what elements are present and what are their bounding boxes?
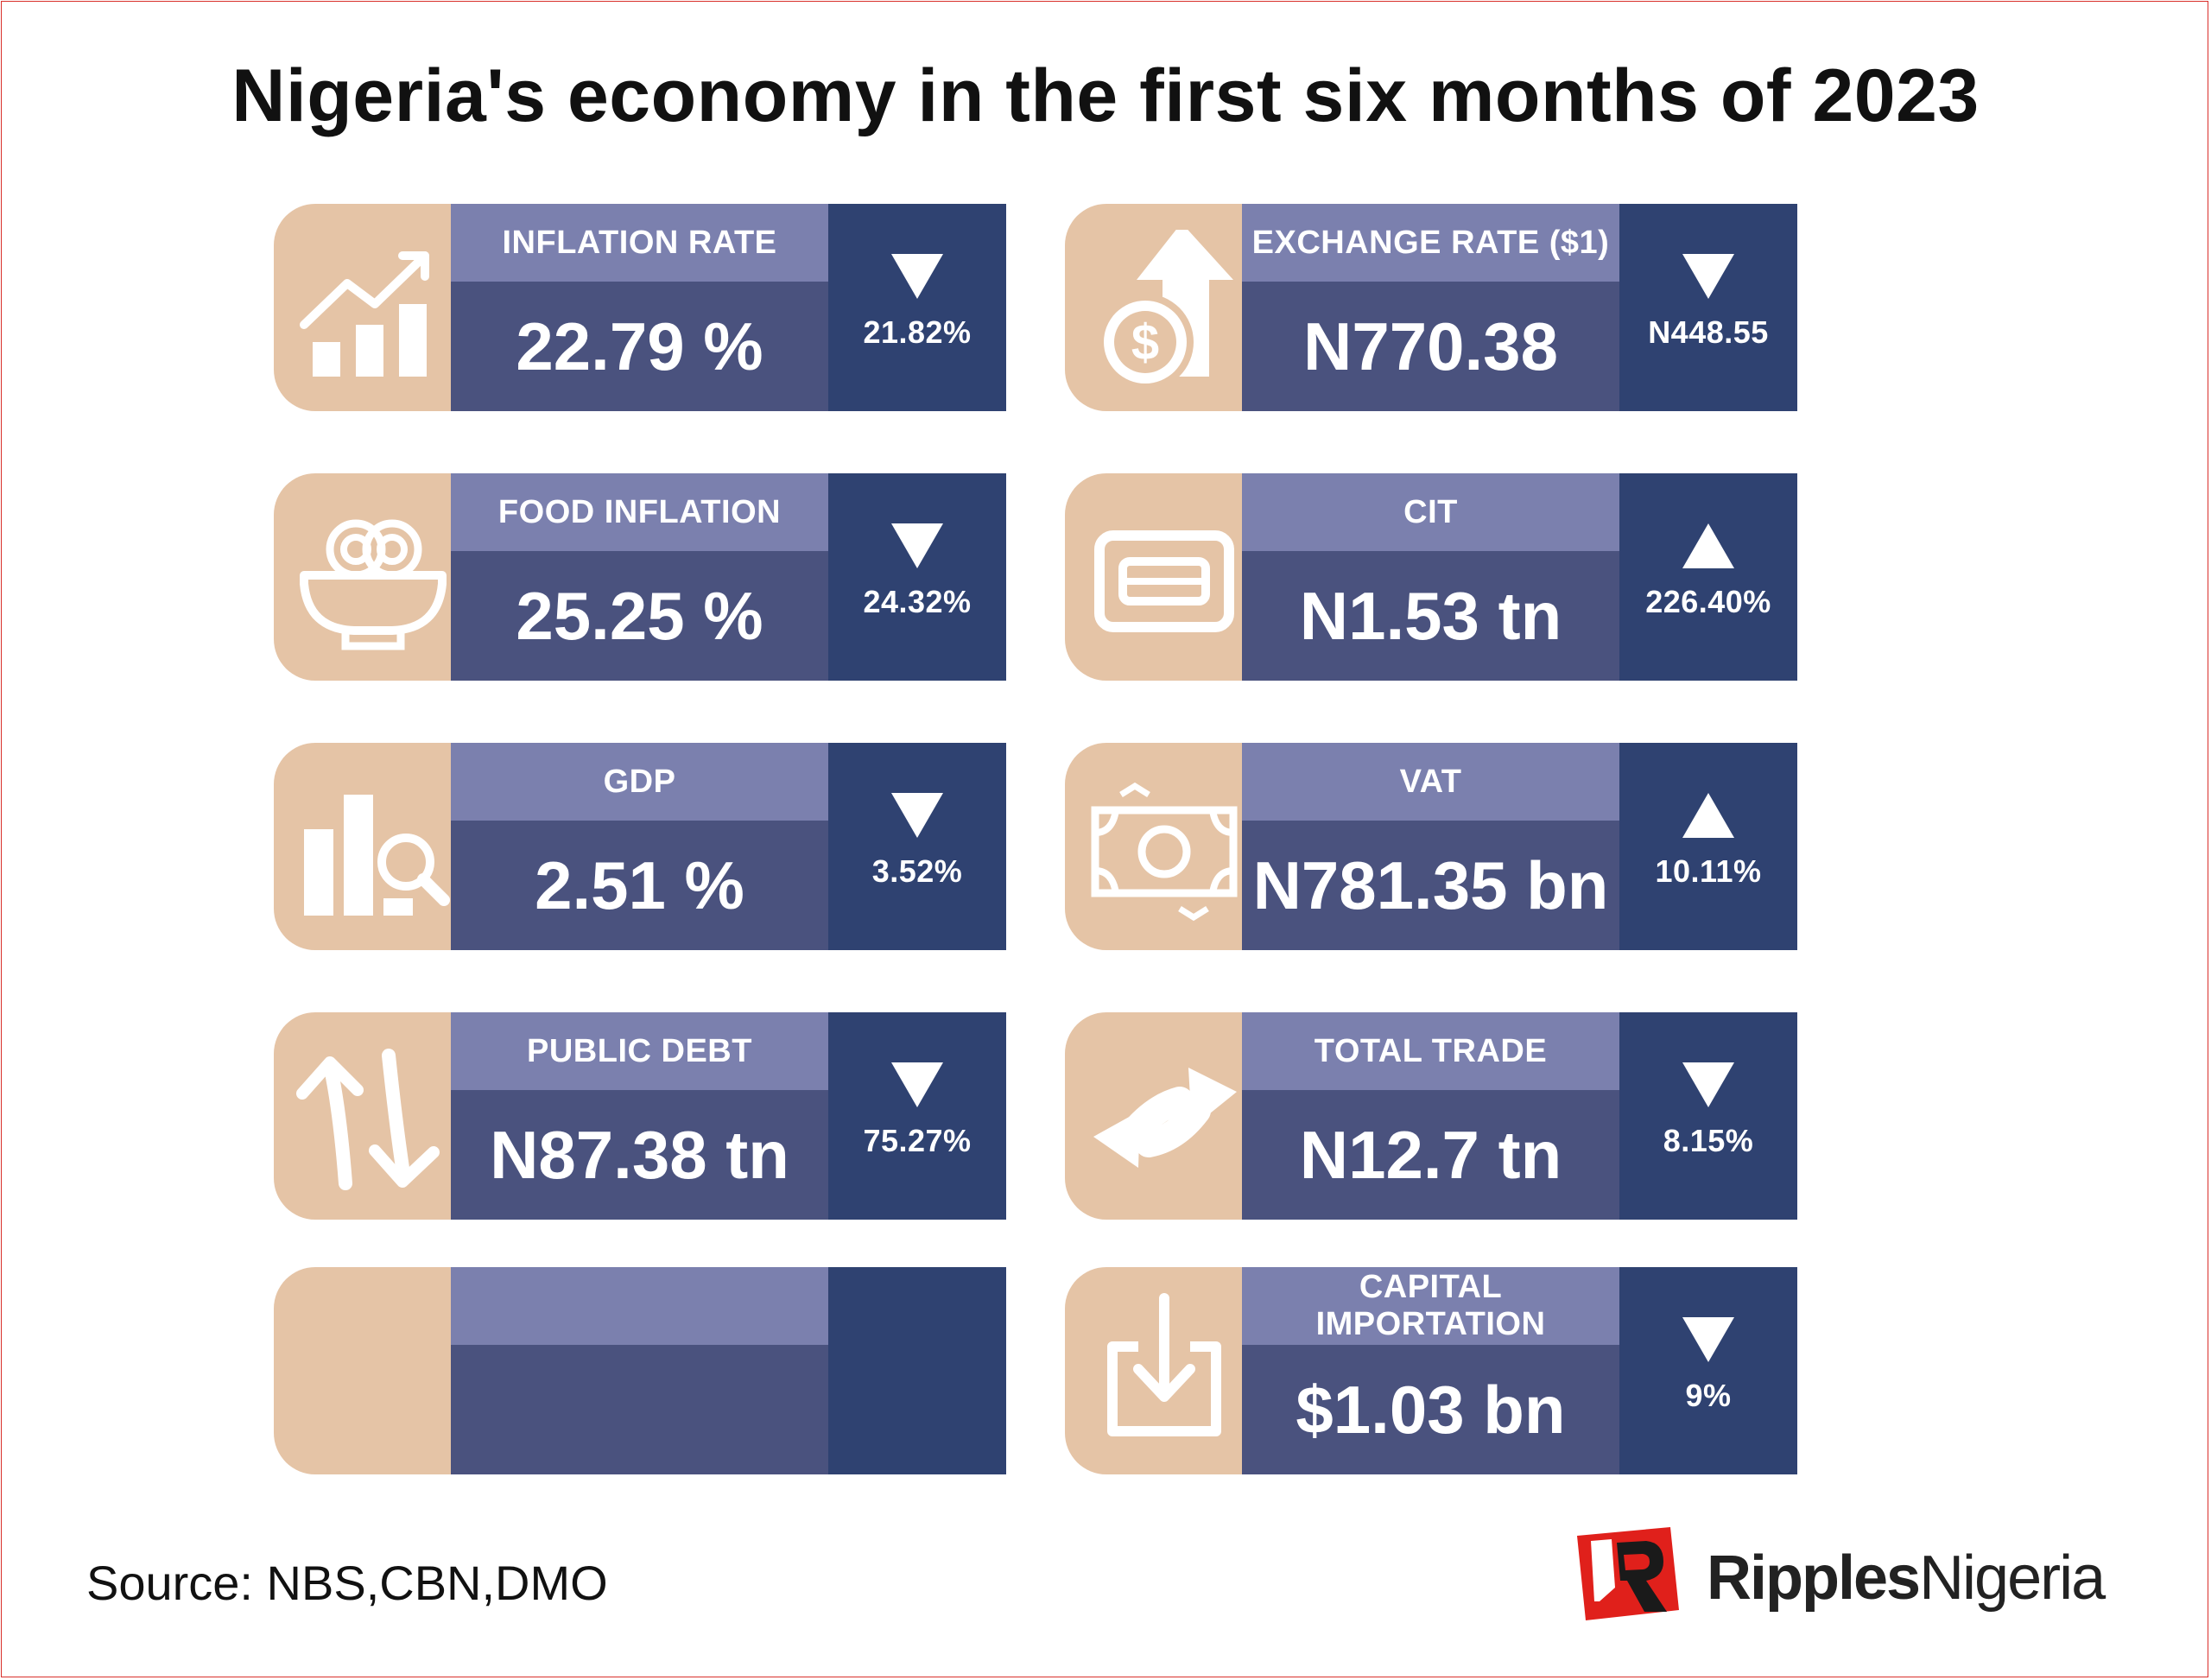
change-value: 8.15% (1663, 1123, 1754, 1158)
card-inflation-rate: INFLATION RATE 22.79 % 21.82% (274, 204, 1006, 411)
change-panel: 3.52% (828, 743, 1006, 950)
metric-value: N781.35 bn (1242, 821, 1619, 950)
metric-value: N770.38 (1242, 282, 1619, 411)
card-exchange-rate: $ EXCHANGE RATE ($1) N770.38 N448.55 (1065, 204, 1797, 411)
card-capital-importation: CAPITAL IMPORTATION $1.03 bn 9% (1065, 1267, 1797, 1474)
change-panel: 24.32% (828, 473, 1006, 681)
metric-label: TOTAL TRADE (1242, 1012, 1619, 1090)
line-chart-up-icon (300, 251, 429, 377)
metric-value: 25.25 % (451, 551, 828, 681)
card-empty (274, 1267, 1006, 1474)
ripples-logo-icon (1577, 1527, 1679, 1620)
metric-label: CAPITAL IMPORTATION (1242, 1267, 1619, 1345)
source-note: Source: NBS,CBN,DMO (86, 1556, 608, 1610)
down-triangle-icon (891, 254, 943, 299)
change-value: 75.27% (863, 1123, 972, 1158)
change-panel: 10.11% (1619, 743, 1797, 950)
metric-label: FOOD INFLATION (451, 473, 828, 551)
metric-label: VAT (1242, 743, 1619, 821)
card-gdp: GDP 2.51 % 3.52% (274, 743, 1006, 950)
chart-magnifier-icon (304, 795, 450, 916)
card-vat: VAT N781.35 bn 10.11% (1065, 743, 1797, 950)
change-value: 10.11% (1655, 853, 1762, 889)
svg-text:$: $ (1131, 314, 1159, 371)
icon-panel (274, 204, 481, 411)
exchange-arrows-icon (1093, 1068, 1237, 1168)
metric-value: 2.51 % (451, 821, 828, 950)
change-value: 24.32% (863, 584, 972, 619)
icon-panel (274, 473, 481, 681)
download-tray-icon (1107, 1293, 1221, 1436)
metric-label: EXCHANGE RATE ($1) (1242, 204, 1619, 282)
change-value: N448.55 (1648, 314, 1769, 350)
icon-panel (1065, 743, 1272, 950)
up-down-arrows-icon (296, 1049, 440, 1190)
dollar-coin-arrow-icon: $ (1097, 230, 1233, 385)
card-cit: CIT N1.53 tn 226.40% (1065, 473, 1797, 681)
page-title: Nigeria's economy in the first six month… (231, 54, 1980, 137)
card-total-trade: TOTAL TRADE N12.7 tn 8.15% (1065, 1012, 1797, 1220)
metric-label: PUBLIC DEBT (451, 1012, 828, 1090)
change-panel: 226.40% (1619, 473, 1797, 681)
metric-label: GDP (451, 743, 828, 821)
card-public-debt: PUBLIC DEBT N87.38 tn 75.27% (274, 1012, 1006, 1220)
metric-value (451, 1345, 828, 1474)
brand-logo: RipplesNigeria (1574, 1527, 2126, 1622)
metric-label: INFLATION RATE (451, 204, 828, 282)
up-triangle-icon (1682, 523, 1734, 568)
icon-panel (1065, 1012, 1272, 1220)
metric-value: N1.53 tn (1242, 551, 1619, 681)
icon-panel: $ (1065, 204, 1272, 411)
card-food-inflation: FOOD INFLATION 25.25 % 24.32% (274, 473, 1006, 681)
icon-panel (274, 1267, 481, 1474)
metric-value: N87.38 tn (451, 1090, 828, 1220)
food-bowl-icon (300, 519, 447, 650)
up-triangle-icon (1682, 793, 1734, 838)
change-value: 21.82% (863, 314, 972, 350)
icon-panel (274, 1012, 481, 1220)
metric-value: N12.7 tn (1242, 1090, 1619, 1220)
icon-panel (1065, 473, 1272, 681)
metric-value: 22.79 % (451, 282, 828, 411)
metric-label: CIT (1242, 473, 1619, 551)
change-value: 3.52% (871, 853, 963, 889)
down-triangle-icon (891, 523, 943, 568)
change-panel (828, 1267, 1006, 1474)
change-panel: 8.15% (1619, 1012, 1797, 1220)
change-value: 226.40% (1645, 584, 1771, 619)
down-triangle-icon (891, 1062, 943, 1107)
down-triangle-icon (1682, 1062, 1734, 1107)
change-value: 9% (1685, 1378, 1732, 1413)
icon-panel (1065, 1267, 1272, 1474)
down-triangle-icon (1682, 254, 1734, 299)
metric-value: $1.03 bn (1242, 1345, 1619, 1474)
banknote-icon (1091, 782, 1238, 922)
down-triangle-icon (1682, 1317, 1734, 1362)
change-panel: N448.55 (1619, 204, 1797, 411)
down-triangle-icon (891, 793, 943, 838)
brand-name: RipplesNigeria (1707, 1544, 2106, 1613)
metric-label (451, 1267, 828, 1345)
card-icon (1094, 530, 1234, 632)
change-panel: 75.27% (828, 1012, 1006, 1220)
icon-panel (274, 743, 481, 950)
change-panel: 9% (1619, 1267, 1797, 1474)
change-panel: 21.82% (828, 204, 1006, 411)
